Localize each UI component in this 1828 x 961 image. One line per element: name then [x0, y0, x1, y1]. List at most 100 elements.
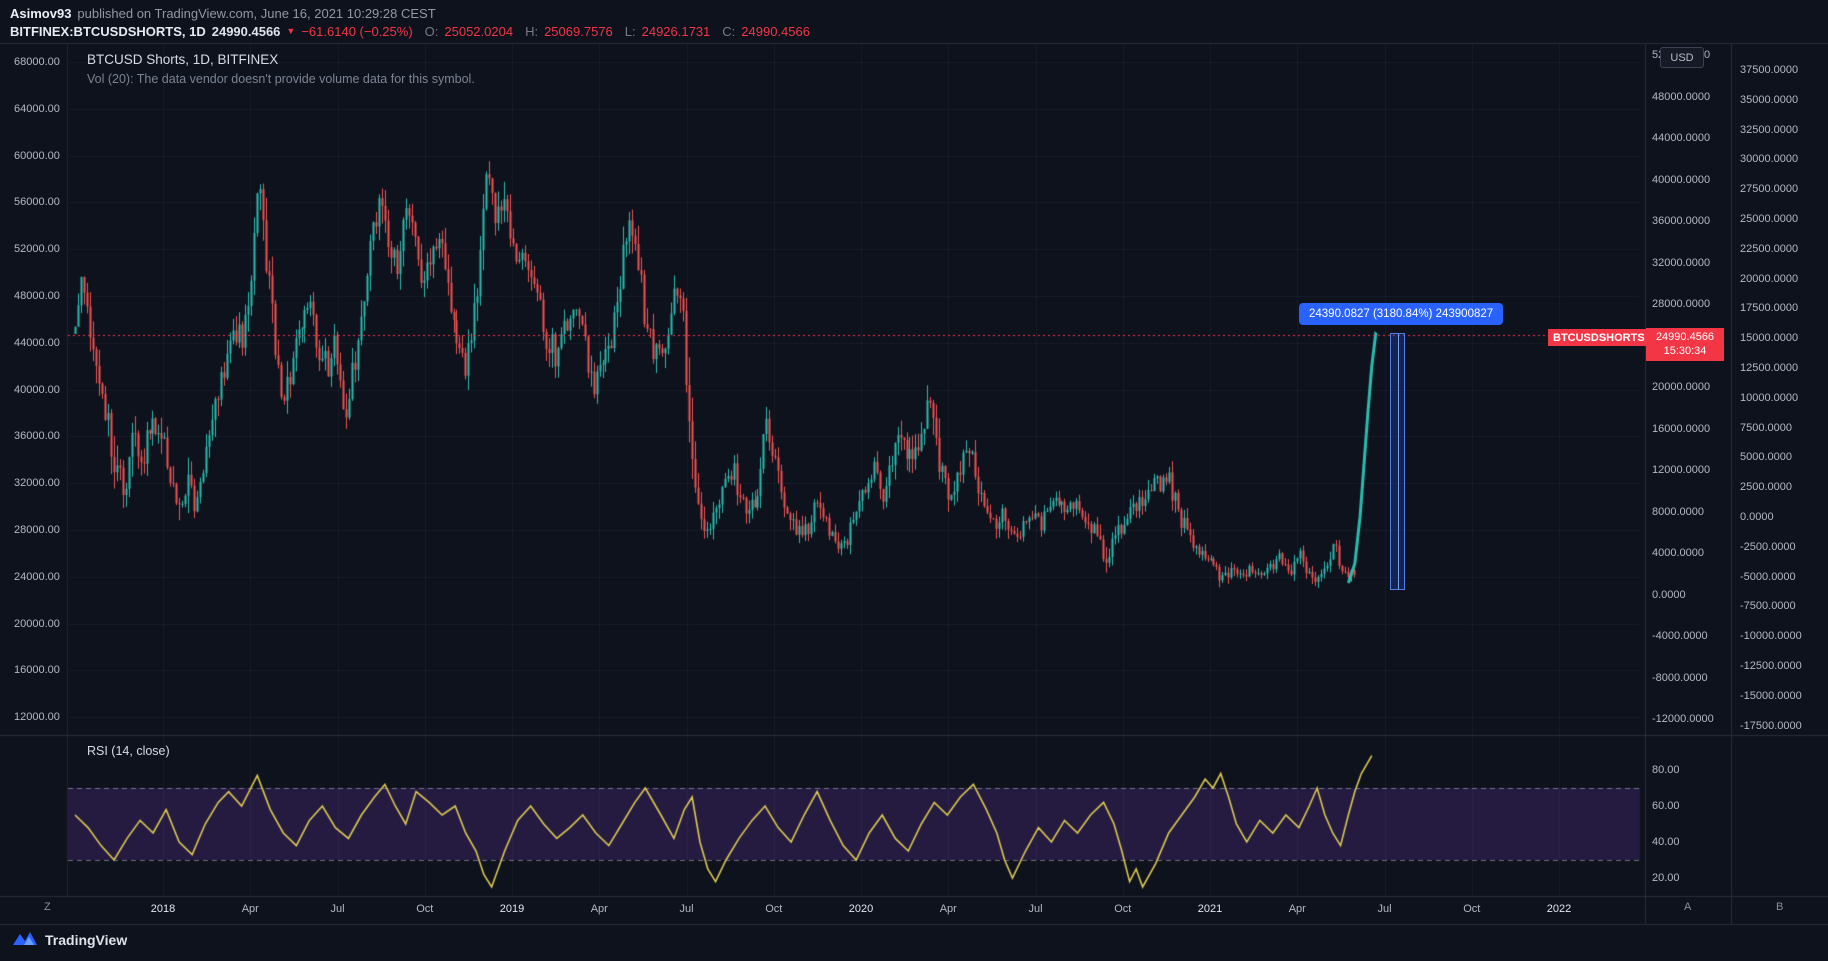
right-inner-price-tick: 44000.0000	[1652, 132, 1711, 144]
tradingview-branding[interactable]: TradingView	[12, 930, 127, 949]
left-price-tick: 36000.00	[14, 430, 60, 442]
right-outer-price-tick: 37500.0000	[1740, 64, 1799, 76]
open-value: 25052.0204	[444, 23, 514, 39]
tradingview-wordmark: TradingView	[45, 931, 128, 948]
right-outer-price-tick: 27500.0000	[1740, 183, 1799, 195]
price-range-line	[1397, 334, 1399, 589]
quote-row: BITFINEX:BTCUSDSHORTS, 1D 24990.4566 ▼ −…	[10, 22, 1828, 40]
right-outer-price-tick: -2500.0000	[1740, 541, 1796, 553]
right-outer-price-tick: 15000.0000	[1740, 332, 1799, 344]
left-price-tick: 52000.00	[14, 243, 60, 255]
time-tick: 2018	[150, 903, 176, 915]
right-outer-price-tick: 20000.0000	[1740, 273, 1799, 285]
right-inner-price-tick: 0.0000	[1652, 589, 1686, 601]
right-outer-price-tick: -7500.0000	[1740, 600, 1796, 612]
last-price-tag-value: 24990.4566	[1655, 331, 1715, 343]
left-price-tick: 68000.00	[14, 56, 60, 68]
right-outer-price-tick: -17500.0000	[1740, 720, 1802, 732]
time-tick: Jul	[679, 903, 694, 915]
high-value: 25069.7576	[544, 23, 613, 39]
right-outer-price-tick: 17500.0000	[1740, 302, 1799, 314]
right-inner-price-tick: 48000.0000	[1652, 91, 1711, 103]
main-legend: BTCUSD Shorts, 1D, BITFINEX Vol (20): Th…	[87, 52, 475, 86]
volume-study-note: Vol (20): The data vendor doesn't provid…	[87, 72, 475, 86]
close-value: 24990.4566	[741, 23, 810, 39]
right-inner-price-tick: 8000.0000	[1652, 506, 1704, 518]
rsi-scale-tick: 80.00	[1652, 764, 1680, 776]
right-outer-price-tick: 10000.0000	[1740, 392, 1799, 404]
time-tick: Oct	[1114, 903, 1132, 915]
last-price-tag: 24990.4566 15:30:34	[1646, 328, 1724, 361]
publish-info-row: Asimov93 published on TradingView.com, J…	[10, 4, 1828, 22]
right-inner-price-tick: 20000.0000	[1652, 381, 1711, 393]
time-tick: 2022	[1546, 903, 1572, 915]
right-outer-price-tick: 30000.0000	[1740, 153, 1799, 165]
right-outer-price-tick: 12500.0000	[1740, 362, 1799, 374]
right-inner-price-tick: 32000.0000	[1652, 257, 1711, 269]
currency-toggle-button[interactable]: USD	[1660, 47, 1704, 68]
inner-scale-button[interactable]: A	[1684, 901, 1692, 913]
right-outer-price-tick: 5000.0000	[1740, 451, 1792, 463]
left-price-tick: 60000.00	[14, 150, 60, 162]
time-tick: Apr	[1288, 903, 1306, 915]
time-tick: Apr	[241, 903, 259, 915]
outer-scale-button[interactable]: B	[1776, 901, 1784, 913]
right-inner-price-tick: 28000.0000	[1652, 298, 1711, 310]
left-price-tick: 12000.00	[14, 711, 60, 723]
right-inner-price-tick: 4000.0000	[1652, 547, 1704, 559]
left-price-tick: 44000.00	[14, 337, 60, 349]
bar-countdown: 15:30:34	[1663, 345, 1707, 357]
down-arrow-icon: ▼	[286, 26, 296, 36]
time-tick: Oct	[1463, 903, 1481, 915]
right-inner-price-tick: 40000.0000	[1652, 174, 1711, 186]
price-range-drawing[interactable]	[1390, 333, 1405, 590]
rsi-scale-tick: 20.00	[1652, 872, 1680, 884]
symbol-title[interactable]: BITFINEX:BTCUSDSHORTS, 1D	[10, 23, 206, 39]
left-price-tick: 20000.00	[14, 618, 60, 630]
price-change: −61.6140 (−0.25%)	[301, 23, 413, 39]
left-price-tick: 16000.00	[14, 664, 60, 676]
right-inner-price-tick: -12000.0000	[1652, 713, 1714, 725]
time-tick: Apr	[939, 903, 957, 915]
left-price-tick: 24000.00	[14, 571, 60, 583]
right-outer-price-tick: 32500.0000	[1740, 124, 1799, 136]
left-price-tick: 32000.00	[14, 477, 60, 489]
tradingview-logo-icon	[13, 932, 37, 945]
time-tick: 2021	[1197, 903, 1223, 915]
rsi-scale-tick: 40.00	[1652, 836, 1680, 848]
right-outer-price-tick: -10000.0000	[1740, 630, 1802, 642]
price-range-label[interactable]: 24390.0827 (3180.84%) 243900827	[1299, 303, 1504, 325]
right-outer-price-tick: -15000.0000	[1740, 690, 1802, 702]
low-value: 24926.1731	[641, 23, 711, 39]
time-tick: 2019	[499, 903, 525, 915]
left-price-tick: 28000.00	[14, 524, 60, 536]
left-price-tick: 56000.00	[14, 196, 60, 208]
right-inner-price-tick: -4000.0000	[1652, 630, 1708, 642]
rsi-legend-title[interactable]: RSI (14, close)	[87, 744, 170, 758]
rsi-scale-tick: 60.00	[1652, 800, 1680, 812]
time-tick: Oct	[416, 903, 434, 915]
left-price-tick: 40000.00	[14, 384, 60, 396]
time-tick: 2020	[848, 903, 874, 915]
low-label: L:	[624, 23, 636, 39]
right-inner-price-tick: 12000.0000	[1652, 464, 1711, 476]
right-outer-price-tick: 2500.0000	[1740, 481, 1792, 493]
time-tick: Apr	[590, 903, 608, 915]
right-outer-price-tick: 22500.0000	[1740, 243, 1799, 255]
author-link[interactable]: Asimov93	[10, 5, 72, 21]
main-series-title[interactable]: BTCUSD Shorts, 1D, BITFINEX	[87, 52, 279, 67]
time-tick: Jul	[330, 903, 345, 915]
time-tick: Jul	[1377, 903, 1392, 915]
snapshot-header: Asimov93 published on TradingView.com, J…	[0, 0, 1828, 44]
symbol-name-tag: BTCUSDSHORTS	[1548, 329, 1650, 346]
open-label: O:	[424, 23, 439, 39]
left-price-tick: 64000.00	[14, 103, 60, 115]
publish-info: published on TradingView.com, June 16, 2…	[77, 5, 436, 21]
left-scale-button[interactable]: Z	[44, 901, 51, 913]
right-outer-price-tick: 35000.0000	[1740, 94, 1799, 106]
time-tick: Oct	[765, 903, 783, 915]
close-label: C:	[722, 23, 736, 39]
right-inner-price-tick: 36000.0000	[1652, 215, 1711, 227]
